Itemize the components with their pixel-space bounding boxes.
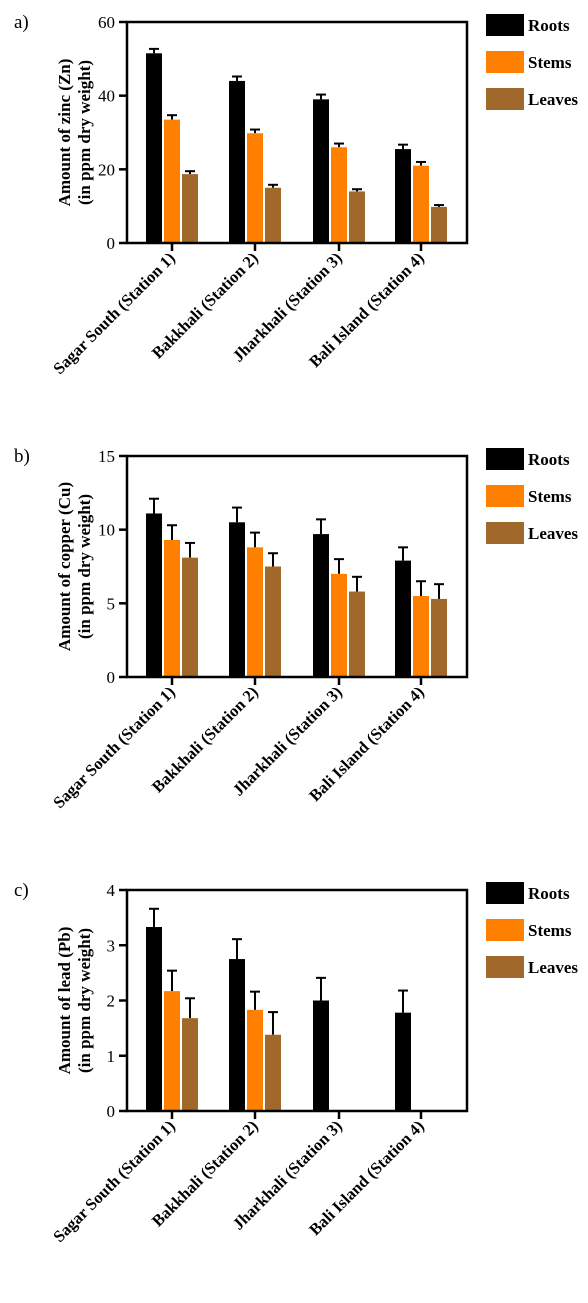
chart-panel-c: c) Amount of lead (Pb) (in ppm dry weight)… <box>14 880 578 1246</box>
bar-stems <box>164 539 180 677</box>
y-tick-label: 3 <box>107 936 116 955</box>
legend-swatch-roots <box>486 448 524 470</box>
y-tick-label: 15 <box>98 447 115 466</box>
y-tick-label: 0 <box>107 668 116 687</box>
bar-stems <box>164 991 180 1111</box>
y-tick-label: 0 <box>107 234 116 253</box>
chart-panel-b: b) Amount of copper (Cu) (in ppm dry weigh… <box>14 446 578 812</box>
bar-stems <box>164 119 180 243</box>
chart-panel-a: a) Amount of zinc (Zn) (in ppm dry weight)… <box>14 12 578 378</box>
bar-stems <box>247 1009 263 1111</box>
y-axis-label-line-1: Amount of copper (Cu) <box>55 482 74 651</box>
bar-roots <box>229 522 245 677</box>
bar-stems <box>413 595 429 677</box>
bar-roots <box>313 1000 329 1111</box>
y-tick-label: 60 <box>98 13 115 32</box>
bar-leaves <box>265 566 281 677</box>
y-tick-label: 20 <box>98 160 115 179</box>
bar-leaves <box>349 191 365 243</box>
y-axis-label-line-2: (in ppm dry weight) <box>75 928 94 1073</box>
y-axis-label-line-1: Amount of zinc (Zn) <box>55 59 74 207</box>
bar-roots <box>229 959 245 1111</box>
bar-roots <box>395 1012 411 1111</box>
bar-leaves <box>265 1034 281 1111</box>
bar-roots <box>313 534 329 677</box>
legend-swatch-leaves <box>486 88 524 110</box>
plot-frame <box>125 20 469 245</box>
bar-leaves <box>265 187 281 243</box>
legend-label-leaves: Leaves <box>528 958 578 977</box>
bar-stems <box>331 573 347 677</box>
y-tick-label: 1 <box>107 1047 116 1066</box>
bar-leaves <box>182 1018 198 1111</box>
y-tick-label: 2 <box>107 992 116 1011</box>
legend-label-stems: Stems <box>528 487 572 506</box>
bar-roots <box>395 560 411 677</box>
legend-label-leaves: Leaves <box>528 90 578 109</box>
bar-roots <box>395 149 411 243</box>
legend-label-leaves: Leaves <box>528 524 578 543</box>
bar-stems <box>247 547 263 677</box>
bar-stems <box>413 165 429 243</box>
panel-label: b) <box>14 446 30 467</box>
y-axis-label-line-2: (in ppm dry weight) <box>75 494 94 639</box>
y-tick-label: 5 <box>107 594 116 613</box>
bar-leaves <box>182 557 198 677</box>
y-tick-label: 0 <box>107 1102 116 1121</box>
legend-label-roots: Roots <box>528 450 570 469</box>
bar-stems <box>331 147 347 243</box>
legend-swatch-stems <box>486 919 524 941</box>
plot-frame <box>125 454 469 679</box>
y-axis-label-line-2: (in ppm dry weight) <box>75 60 94 205</box>
bar-roots <box>229 80 245 243</box>
bar-roots <box>146 927 162 1111</box>
legend-swatch-stems <box>486 51 524 73</box>
legend-swatch-roots <box>486 14 524 36</box>
bar-roots <box>313 99 329 243</box>
y-tick-label: 40 <box>98 87 115 106</box>
legend-label-roots: Roots <box>528 16 570 35</box>
panel-label: c) <box>14 880 29 901</box>
bar-leaves <box>182 174 198 243</box>
legend-label-stems: Stems <box>528 53 572 72</box>
bar-leaves <box>431 206 447 243</box>
bar-roots <box>146 513 162 677</box>
bar-roots <box>146 53 162 243</box>
bar-stems <box>247 133 263 243</box>
legend-label-roots: Roots <box>528 884 570 903</box>
legend-swatch-stems <box>486 485 524 507</box>
legend-swatch-roots <box>486 882 524 904</box>
legend-swatch-leaves <box>486 522 524 544</box>
panel-label: a) <box>14 12 29 33</box>
legend-swatch-leaves <box>486 956 524 978</box>
y-tick-label: 4 <box>107 881 116 900</box>
y-axis-label-line-1: Amount of lead (Pb) <box>55 927 74 1075</box>
bar-leaves <box>431 598 447 677</box>
bar-leaves <box>349 591 365 677</box>
legend-label-stems: Stems <box>528 921 572 940</box>
y-tick-label: 10 <box>98 521 115 540</box>
